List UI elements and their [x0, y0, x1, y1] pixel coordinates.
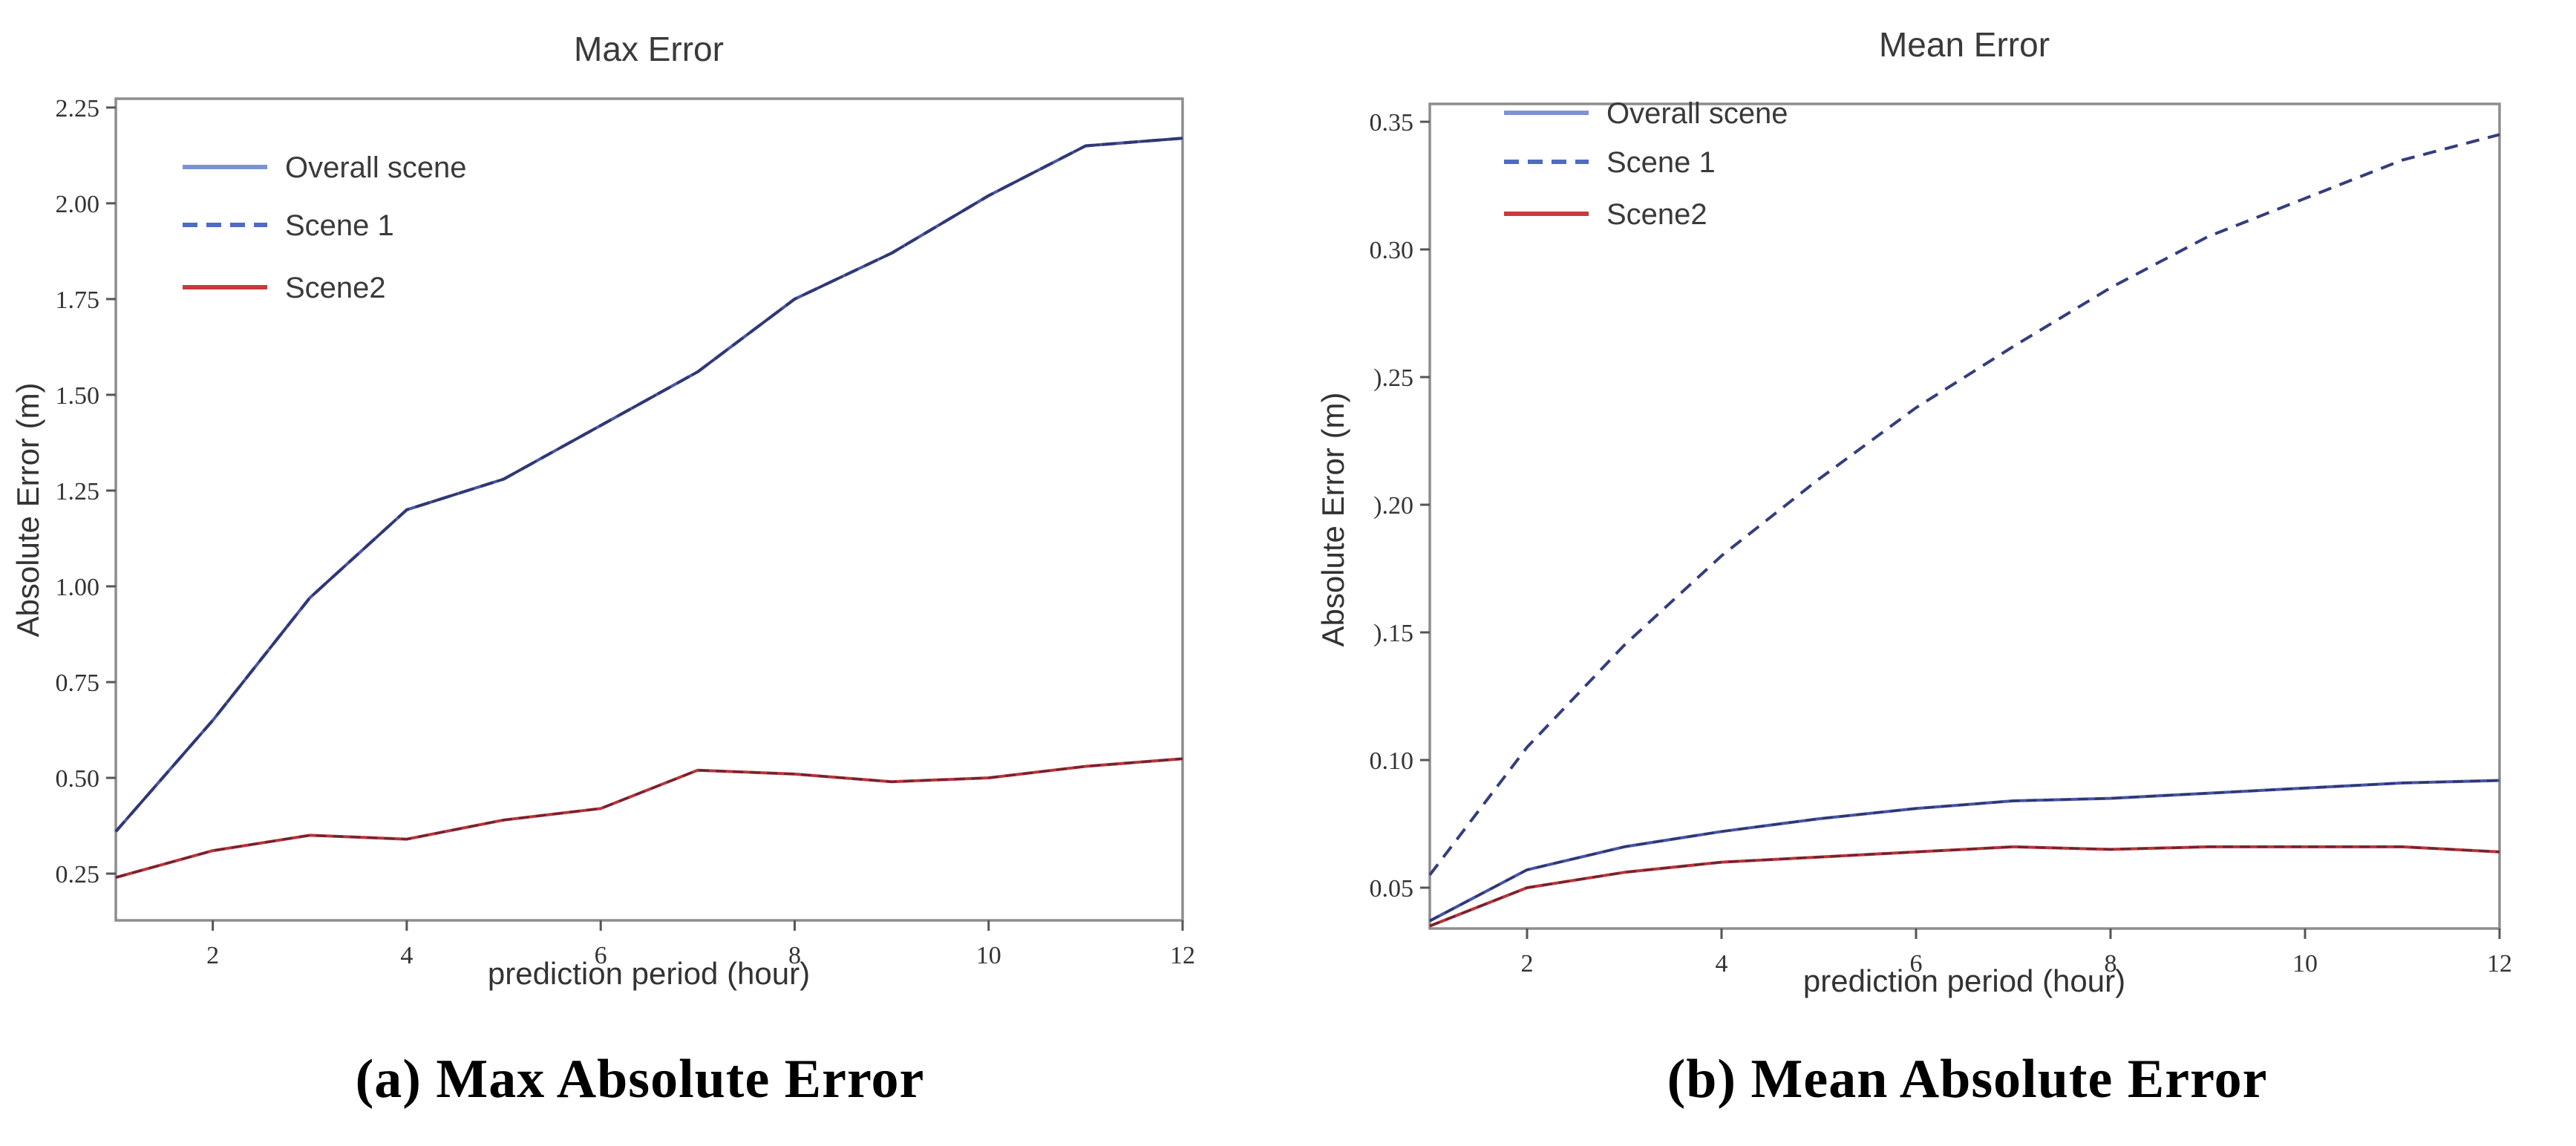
- x-axis-tick-label: 12: [2487, 950, 2512, 978]
- y-axis-tick-label: ).25: [1373, 364, 1413, 392]
- series-line-scene-1: [114, 137, 1183, 833]
- legend-label: Overall scene: [285, 151, 467, 184]
- y-axis-tick-label: 0.05: [1370, 875, 1414, 903]
- x-axis-tick-label: 8: [788, 942, 801, 969]
- y-axis-tick-label: 0.30: [1370, 237, 1414, 264]
- y-axis-tick-label: 0.50: [56, 765, 100, 793]
- max-error-chart: Max Error prediction period (hour) Absolut…: [10, 30, 1195, 991]
- series-line-overall-scene: [114, 137, 1183, 833]
- legend-label: Overall scene: [1606, 97, 1788, 130]
- plot-border: [1428, 102, 2501, 930]
- chart-title: Mean Error: [1879, 25, 2050, 64]
- legend: Overall scene Scene 1 Scene2: [1504, 97, 1788, 231]
- y-axis-tick-label: 1.25: [56, 478, 100, 505]
- series-line-scene2-dark-core: [1429, 845, 2500, 927]
- x-axis-tick-label: 10: [976, 942, 1001, 969]
- legend: Overall scene Scene 1 Scene2: [183, 151, 467, 304]
- y-axis-tick-label: 2.25: [56, 95, 100, 122]
- x-axis-tick-label: 6: [1910, 950, 1923, 978]
- legend-item-overall-scene: Overall scene: [183, 151, 467, 184]
- y-axis-label: Absolute Error (m): [10, 382, 45, 637]
- y-axis-tick-label: 0.25: [56, 861, 100, 888]
- legend-item-overall-scene: Overall scene: [1504, 97, 1788, 130]
- x-axis-tick-label: 2: [1521, 950, 1534, 978]
- y-axis-tick-label: 0.35: [1370, 109, 1414, 137]
- y-axis-tick-label: 0.75: [56, 669, 100, 697]
- legend-label: Scene2: [1606, 198, 1707, 231]
- x-axis-label: prediction period (hour): [488, 956, 810, 991]
- x-axis-tick-label: 10: [2292, 950, 2318, 978]
- legend-item-scene-1: Scene 1: [1504, 146, 1716, 179]
- legend-label: Scene 1: [285, 209, 394, 242]
- caption-max-absolute-error: (a) Max Absolute Error: [355, 1049, 925, 1110]
- legend-label: Scene 1: [1606, 146, 1716, 179]
- x-axis-tick-label: 4: [400, 942, 413, 969]
- series-line-scene2-dark-core: [115, 757, 1183, 879]
- chart-title: Max Error: [574, 30, 724, 68]
- x-axis-tick-label: 8: [2105, 950, 2117, 978]
- plot-border: [114, 97, 1184, 922]
- y-axis-tick-label: 1.75: [56, 286, 100, 314]
- legend-item-scene2: Scene2: [183, 272, 386, 304]
- y-axis-tick-label: 2.00: [56, 191, 100, 218]
- series-line-scene-1: [1428, 133, 2500, 877]
- series-line-overall-scene-dark-core: [114, 137, 1183, 833]
- y-axis-tick-label: 1.00: [56, 574, 100, 601]
- caption-mean-absolute-error: (b) Mean Absolute Error: [1667, 1049, 2268, 1110]
- x-axis-label: prediction period (hour): [1803, 963, 2125, 998]
- legend-item-scene-1: Scene 1: [183, 209, 394, 242]
- series-line-overall-scene-dark-core: [1429, 779, 2500, 923]
- y-axis-tick-label: 0.10: [1370, 747, 1414, 775]
- y-axis-tick-label: ).20: [1373, 492, 1413, 520]
- x-axis-tick-label: 6: [595, 942, 607, 969]
- legend-label: Scene2: [285, 272, 386, 304]
- y-axis-label: Absolute Error (m): [1315, 392, 1350, 646]
- y-axis-tick-label: ).15: [1373, 620, 1413, 647]
- x-axis-tick-label: 2: [206, 942, 219, 969]
- mean-error-chart: Mean Error prediction period (hour) Absolu…: [1315, 25, 2512, 998]
- x-axis-tick-label: 4: [1716, 950, 1728, 978]
- x-axis-tick-label: 12: [1170, 942, 1195, 969]
- series-line-scene2: [1429, 845, 2500, 928]
- series-line-scene2: [115, 757, 1183, 880]
- legend-item-scene2: Scene2: [1504, 198, 1707, 231]
- y-axis-tick-label: 1.50: [56, 382, 100, 410]
